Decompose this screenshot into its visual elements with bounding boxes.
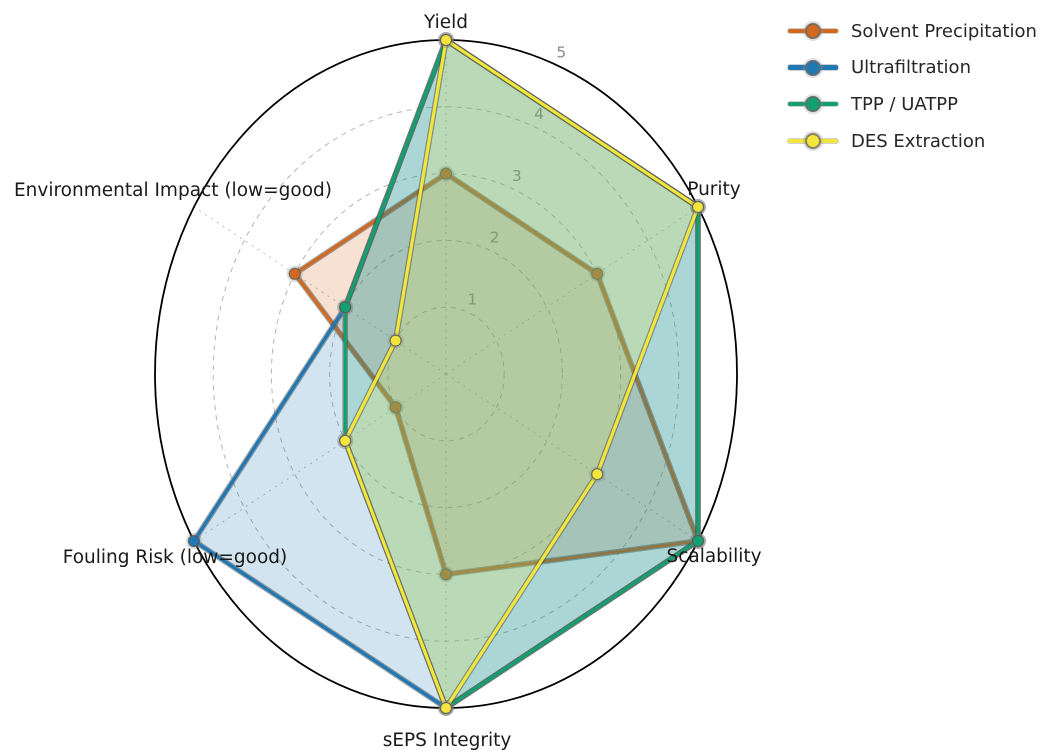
series-marker-des-extraction-1 bbox=[691, 200, 705, 214]
radial-tick-3: 3 bbox=[512, 167, 522, 185]
axis-label-fouling-risk-low-good: Fouling Risk (low=good) bbox=[63, 547, 288, 568]
grid-spoke-2 bbox=[445, 373, 699, 542]
series-marker-solvent-precipitation-1 bbox=[591, 267, 604, 280]
axis-label-seps-integrity: sEPS Integrity bbox=[383, 730, 512, 751]
legend-label: Ultrafiltration bbox=[851, 57, 971, 79]
series-marker-tpp-uatpp-5 bbox=[339, 301, 352, 314]
series-fill-des-extraction bbox=[345, 40, 698, 708]
axis-label-yield: Yield bbox=[423, 12, 468, 33]
radial-tick-4: 4 bbox=[534, 105, 544, 123]
series-marker-tpp-uatpp-2 bbox=[691, 534, 705, 548]
grid-spoke-4 bbox=[193, 373, 447, 542]
series-marker-solvent-precipitation-4 bbox=[389, 401, 402, 414]
series-marker-solvent-precipitation-0 bbox=[439, 167, 453, 180]
legend-marker-solvent-precipitation-icon bbox=[788, 21, 838, 41]
legend-marker-ultrafiltration-icon bbox=[788, 58, 838, 78]
grid-spoke-5 bbox=[193, 206, 447, 375]
series-fill-tpp-uatpp bbox=[345, 40, 698, 708]
legend-label: Solvent Precipitation bbox=[851, 20, 1037, 42]
series-marker-ultrafiltration-4 bbox=[187, 534, 201, 548]
axis-label-environmental-impact-low-good: Environmental Impact (low=good) bbox=[14, 180, 332, 201]
radial-tick-5: 5 bbox=[556, 43, 566, 61]
series-marker-solvent-precipitation-3 bbox=[439, 568, 453, 581]
series-marker-des-extraction-5 bbox=[389, 334, 402, 347]
legend-marker-des-extraction-icon bbox=[788, 131, 838, 151]
grid-spoke-1 bbox=[445, 206, 699, 375]
legend: Solvent Precipitation Ultrafiltration TP… bbox=[788, 13, 1037, 159]
legend-marker-tpp-uatpp-icon bbox=[788, 94, 838, 114]
series-marker-des-extraction-3 bbox=[439, 701, 453, 715]
legend-item-des-extraction: DES Extraction bbox=[788, 123, 1037, 160]
legend-item-tpp-uatpp: TPP / UATPP bbox=[788, 86, 1037, 123]
series-marker-solvent-precipitation-5 bbox=[288, 267, 301, 280]
series-marker-des-extraction-4 bbox=[339, 434, 352, 447]
radial-tick-1: 1 bbox=[467, 290, 477, 308]
legend-item-solvent-precipitation: Solvent Precipitation bbox=[788, 13, 1037, 50]
series-marker-des-extraction-2 bbox=[591, 468, 604, 481]
radial-tick-2: 2 bbox=[490, 229, 500, 247]
legend-item-ultrafiltration: Ultrafiltration bbox=[788, 50, 1037, 87]
legend-label: DES Extraction bbox=[851, 130, 986, 152]
series-fill-ultrafiltration bbox=[194, 40, 698, 708]
series-marker-des-extraction-0 bbox=[439, 33, 453, 47]
legend-label: TPP / UATPP bbox=[851, 93, 959, 115]
axis-label-purity: Purity bbox=[687, 179, 741, 200]
grid-ring-1 bbox=[387, 306, 505, 442]
axis-label-scalability: Scalability bbox=[666, 546, 761, 567]
grid-ring-2 bbox=[329, 239, 563, 509]
